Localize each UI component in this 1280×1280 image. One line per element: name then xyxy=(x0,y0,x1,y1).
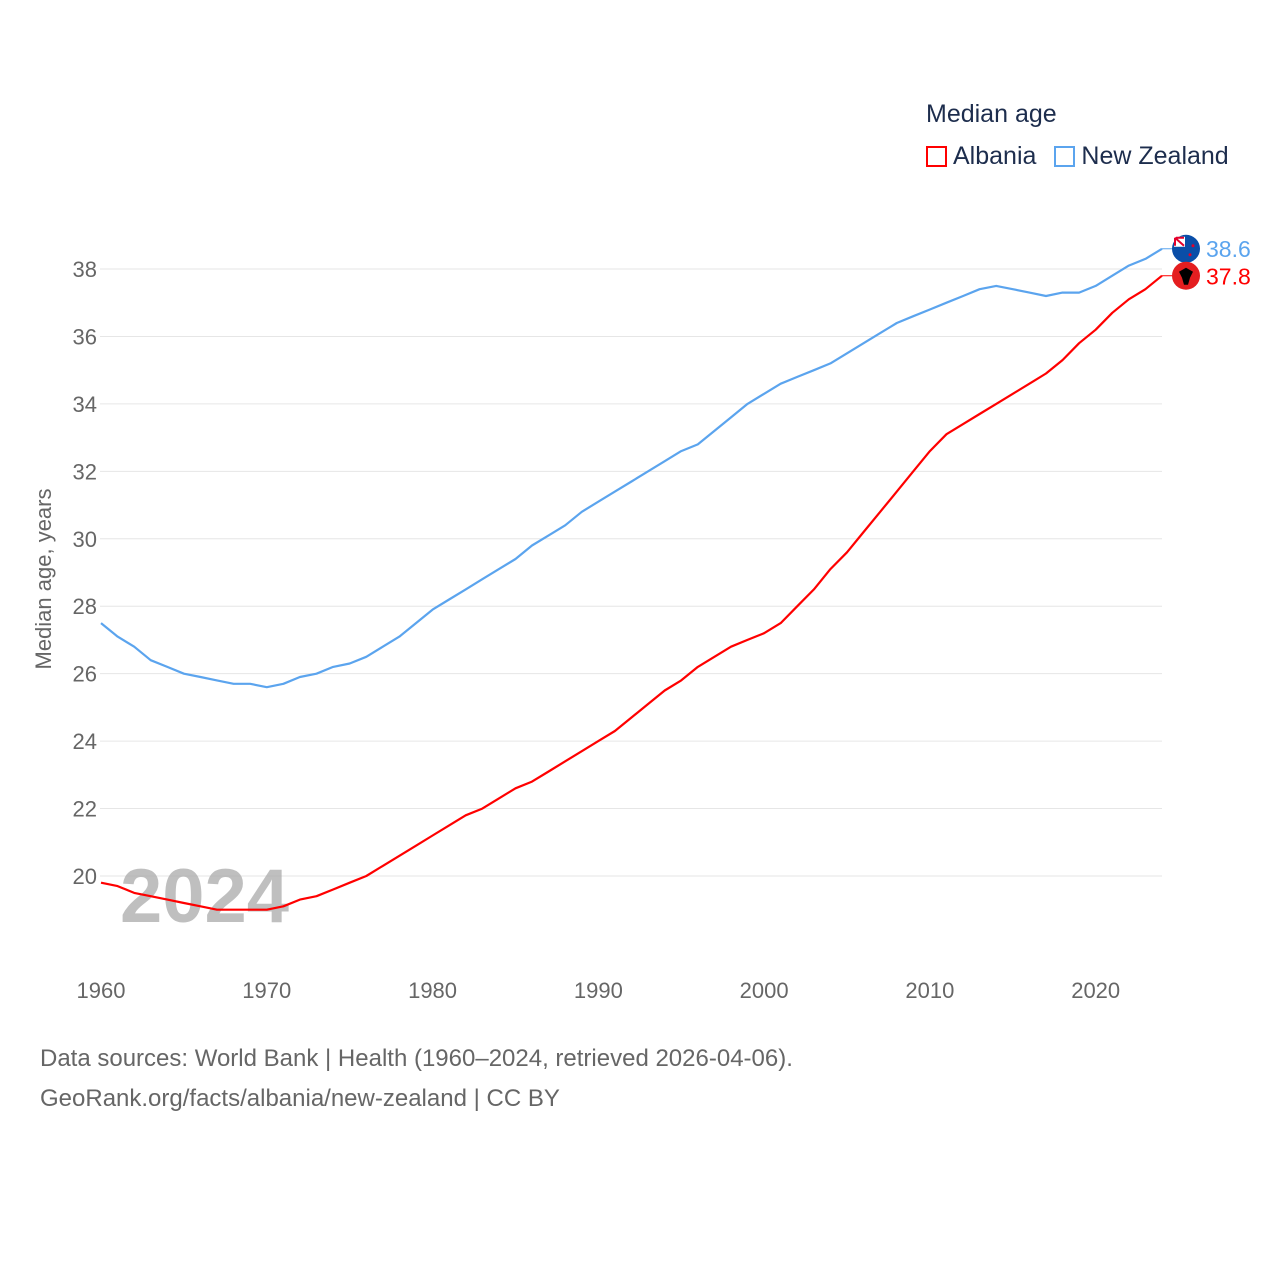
x-tick-label: 2010 xyxy=(905,978,954,1003)
new-zealand-flag-cross-icon xyxy=(1174,236,1185,247)
x-tick-label: 1980 xyxy=(408,978,457,1003)
legend-label: New Zealand xyxy=(1081,142,1229,170)
new-zealand-flag-star-icon xyxy=(1188,253,1192,257)
year-watermark: 2024 xyxy=(120,854,289,939)
legend-item-new-zealand[interactable]: New Zealand xyxy=(1054,142,1229,171)
y-tick-label: 20 xyxy=(73,864,97,889)
y-tick-label: 28 xyxy=(73,594,97,619)
series-line-new-zealand xyxy=(100,247,1163,689)
end-label-albania: 37.8 xyxy=(1206,264,1251,290)
footer-attribution[interactable]: GeoRank.org/facts/albania/new-zealand | … xyxy=(40,1085,560,1112)
x-tick-label: 1960 xyxy=(77,978,126,1003)
new-zealand-flag-star-icon xyxy=(1191,244,1195,248)
y-tick-label: 34 xyxy=(73,392,97,417)
y-tick-label: 26 xyxy=(73,662,97,687)
y-tick-label: 24 xyxy=(73,729,97,754)
series-line-albania xyxy=(100,274,1163,911)
end-label-new-zealand: 38.6 xyxy=(1206,236,1251,262)
legend-item-albania[interactable]: Albania xyxy=(926,142,1036,171)
x-tick-label: 2000 xyxy=(740,978,789,1003)
y-tick-label: 38 xyxy=(73,257,97,282)
albania-flag-eagle-icon xyxy=(1179,267,1193,285)
legend-title: Median age xyxy=(926,100,1057,128)
legend-swatch-albania xyxy=(926,146,947,167)
x-tick-label: 1990 xyxy=(574,978,623,1003)
legend-swatch-new-zealand xyxy=(1054,146,1076,167)
y-tick-label: 22 xyxy=(73,797,97,822)
y-tick-label: 36 xyxy=(73,324,97,349)
y-axis-label: Median age, years xyxy=(31,489,56,670)
legend-label: Albania xyxy=(953,142,1037,170)
y-tick-label: 32 xyxy=(73,459,97,484)
y-tick-label: 30 xyxy=(73,527,97,552)
legend: Albania New Zealand xyxy=(926,142,1247,171)
x-tick-label: 1970 xyxy=(242,978,291,1003)
footer-sources: Data sources: World Bank | Health (1960–… xyxy=(40,1045,793,1072)
x-tick-label: 2020 xyxy=(1071,978,1120,1003)
